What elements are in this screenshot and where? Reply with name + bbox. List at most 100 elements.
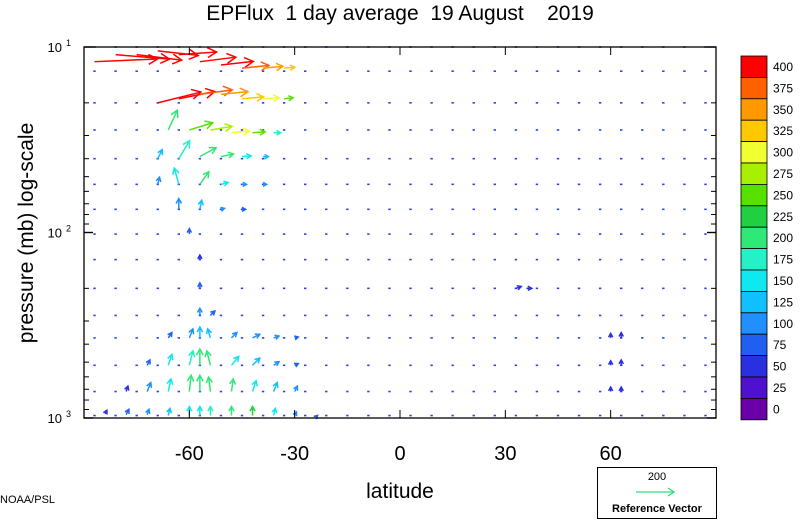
colorbar-swatch — [740, 183, 768, 207]
flux-vector-head — [197, 253, 203, 260]
flux-vector-head — [186, 227, 193, 234]
colorbar-swatch — [740, 162, 768, 185]
credit-text: NOAA/PSL — [0, 494, 56, 506]
flux-vector-head — [196, 325, 204, 333]
colorbar-label: 25 — [773, 381, 787, 395]
flux-vector-head — [226, 52, 238, 64]
colorbar-swatch — [740, 119, 768, 142]
flux-vector — [207, 377, 212, 392]
x-axis-label: latitude — [366, 480, 434, 503]
flux-vector — [157, 50, 199, 57]
flux-vector — [188, 328, 194, 339]
colorbar-swatch — [740, 248, 768, 271]
y-tick-exponent: 1 — [66, 38, 71, 48]
flux-vector-head — [254, 357, 261, 364]
colorbar-swatch — [740, 77, 768, 100]
colorbar-label: 250 — [773, 188, 793, 202]
flux-vector-head — [204, 87, 217, 99]
flux-vector — [263, 97, 280, 100]
flux-vector-head — [293, 362, 300, 368]
flux-vector-head — [271, 406, 278, 414]
colorbar-label: 0 — [773, 402, 780, 416]
colorbar-swatch — [740, 141, 768, 164]
flux-vector — [241, 96, 264, 100]
flux-vector — [251, 380, 257, 392]
flux-vector-head — [205, 327, 213, 335]
flux-vector-head — [186, 373, 195, 382]
flux-vector-head — [197, 198, 204, 206]
y-tick-label: 10 — [48, 40, 62, 55]
flux-vector-head — [264, 153, 271, 160]
flux-vector-head — [251, 379, 258, 387]
colorbar-label: 275 — [773, 167, 793, 181]
flux-vector-head — [294, 335, 300, 341]
colorbar-swatch — [740, 55, 768, 78]
x-tick-label: -60 — [175, 443, 204, 465]
flux-vector-head — [239, 87, 250, 98]
flux-vector-head — [196, 306, 203, 313]
flux-vector — [157, 149, 163, 160]
flux-vector-head — [233, 355, 240, 363]
flux-vector — [284, 66, 295, 69]
flux-vector-head — [260, 61, 271, 72]
colorbar-label: 300 — [773, 146, 793, 160]
flux-vector-head — [166, 406, 173, 414]
colorbar-label: 175 — [773, 253, 793, 267]
flux-vector — [241, 64, 270, 69]
flux-vector-head — [146, 381, 153, 389]
flux-vector — [206, 350, 212, 366]
colorbar-label: 50 — [773, 360, 787, 374]
colorbar-label: 75 — [773, 338, 787, 352]
flux-vector-head — [206, 47, 219, 59]
flux-vector-head — [287, 95, 295, 102]
flux-vector — [178, 51, 217, 56]
reference-vector-box: 200 Reference Vector — [597, 467, 717, 519]
x-tick-label: 60 — [600, 443, 622, 465]
flux-vector — [167, 378, 172, 392]
flux-vector-head — [607, 359, 614, 365]
flux-vector-head — [256, 93, 266, 102]
flux-vector-head — [166, 377, 174, 385]
y-tick-label: 10 — [48, 226, 62, 241]
flux-vector-head — [242, 181, 249, 188]
colorbar-swatch — [740, 205, 768, 228]
flux-vector — [167, 354, 173, 366]
flux-vector — [220, 90, 249, 96]
colorbar-swatch — [740, 376, 768, 399]
flux-vector — [189, 122, 213, 131]
flux-vector-head — [187, 349, 196, 358]
flux-vector — [136, 53, 182, 61]
flux-vector-head — [241, 206, 248, 212]
flux-vector-head — [224, 123, 234, 132]
colorbar-swatch — [740, 397, 768, 421]
x-tick-label: 30 — [494, 443, 516, 465]
flux-vector — [94, 58, 158, 63]
flux-vector — [252, 357, 261, 366]
flux-vector-head — [220, 206, 227, 212]
flux-vector — [199, 171, 210, 185]
flux-vector-head — [618, 385, 624, 392]
flux-vector-head — [102, 408, 108, 415]
flux-vector — [230, 355, 240, 366]
flux-vector — [115, 53, 170, 60]
flux-vector-head — [243, 56, 255, 68]
flux-vector-head — [516, 284, 523, 291]
flux-vector — [210, 125, 233, 131]
flux-vector — [146, 382, 152, 392]
colorbar-swatch — [740, 269, 768, 292]
colorbar-swatch — [740, 333, 768, 357]
flux-vector — [220, 60, 254, 66]
flux-vector-head — [155, 175, 162, 183]
flux-vector — [199, 146, 217, 158]
flux-vector-head — [170, 108, 179, 119]
flux-vector-head — [124, 407, 130, 415]
colorbar-label: 350 — [773, 103, 793, 117]
flux-vector-head — [254, 333, 262, 339]
flux-vector-head — [259, 128, 267, 136]
flux-vector — [199, 56, 236, 63]
colorbar-swatch — [740, 226, 768, 249]
flux-vector — [262, 65, 283, 69]
y-tick-exponent: 3 — [66, 409, 71, 419]
flux-vector-head — [274, 334, 281, 340]
